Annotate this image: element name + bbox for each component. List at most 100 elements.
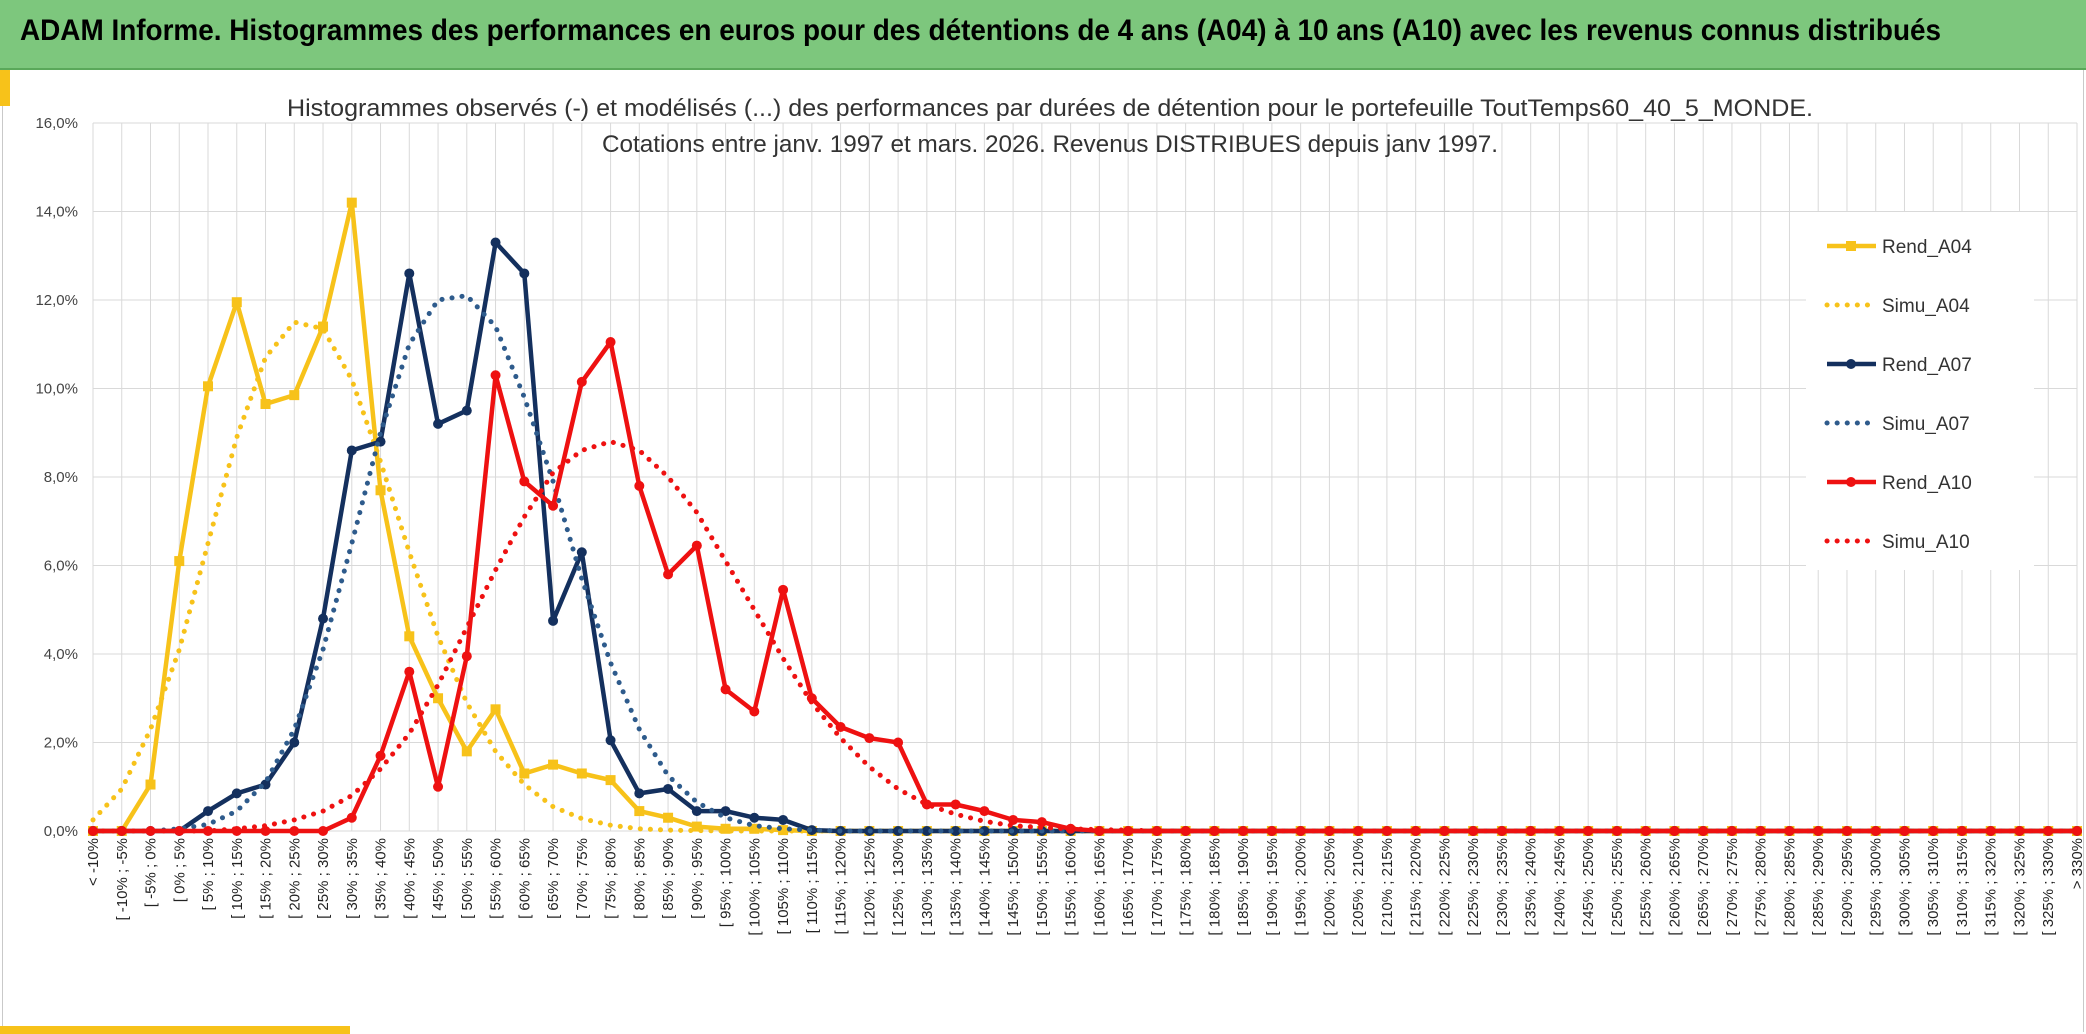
legend: Rend_A04 Simu_A04 Rend_A07 Simu_A07 Rend_A10…: [1824, 237, 1972, 553]
data-point: [461, 746, 472, 757]
x-tick-label: [ 105% ; 110%: [775, 838, 792, 934]
data-point: [1353, 826, 1364, 836]
data-point: [749, 823, 760, 834]
legend-marker: [1846, 359, 1856, 369]
data-point: [691, 821, 702, 832]
chart-title-line-1: Histogrammes observés (-) et modélisés (…: [287, 95, 1813, 122]
x-tick-label: [ 190% ; 195%: [1264, 838, 1281, 936]
x-tick-label: [ 325% ; 330%: [2040, 838, 2057, 936]
legend-label: Simu_A04: [1882, 296, 1970, 317]
data-point: [1496, 826, 1507, 836]
data-point: [605, 337, 616, 348]
accent-bar-bottom: [0, 1026, 350, 1034]
y-tick-label: 4,0%: [44, 646, 78, 663]
data-point: [749, 706, 760, 717]
legend-background: [1806, 212, 2034, 570]
legend-item-simu-a07: Simu_A07: [1824, 414, 1970, 435]
x-tick-label: [ 235% ; 240%: [1523, 838, 1540, 936]
data-point: [375, 485, 386, 496]
data-point: [145, 826, 156, 836]
series-line-rend-a10: [93, 339, 2077, 834]
accent-bar-top: [0, 70, 10, 106]
data-point: [203, 381, 214, 392]
data-point: [576, 376, 587, 387]
legend-item-rend-a07: Rend_A07: [1827, 355, 1972, 376]
x-tick-label: [ 80% ; 85%: [631, 838, 648, 919]
data-point: [203, 806, 214, 817]
x-tick-label: > 330%: [2069, 838, 2086, 889]
data-point: [231, 297, 242, 308]
x-tick-label: [ 175% ; 180%: [1178, 838, 1195, 936]
data-point: [490, 370, 501, 381]
data-point: [346, 812, 357, 823]
data-point: [548, 615, 559, 626]
x-tick-label: [ 200% ; 205%: [1321, 838, 1338, 936]
data-point: [720, 823, 731, 834]
x-tick-label: [ 305% ; 310%: [1925, 838, 1942, 936]
x-tick-label: [ 85% ; 90%: [660, 838, 677, 919]
data-point: [519, 476, 530, 487]
data-point: [576, 768, 587, 779]
data-point: [634, 806, 645, 817]
data-point: [490, 704, 501, 715]
x-tick-label: [ 205% ; 210%: [1350, 838, 1367, 936]
x-tick-label: [ 220% ; 225%: [1436, 838, 1453, 936]
data-point: [404, 666, 415, 677]
data-point: [260, 826, 271, 836]
data-point: [231, 788, 242, 799]
x-tick-label: [ 135% ; 140%: [948, 838, 965, 936]
data-point: [1928, 826, 1939, 836]
x-tick-label: [ 225% ; 230%: [1465, 838, 1482, 936]
data-point: [691, 540, 702, 551]
data-point: [433, 781, 444, 792]
x-tick-label: [ 115% ; 120%: [833, 838, 850, 934]
x-tick-label: [ 10% ; 15%: [229, 838, 246, 919]
grid: [92, 122, 2078, 832]
x-tick-label: [ 285% ; 290%: [1810, 838, 1827, 936]
chart-title-line-2: Cotations entre janv. 1997 et mars. 2026…: [602, 131, 1498, 158]
y-tick-label: 0,0%: [44, 823, 78, 840]
data-point: [1324, 826, 1335, 836]
series-line-rend-a04: [93, 200, 2077, 834]
data-point: [634, 788, 645, 799]
data-point: [1381, 826, 1392, 836]
x-tick-label: [ 260% ; 265%: [1666, 838, 1683, 936]
x-tick-label: [ 270% ; 275%: [1724, 838, 1741, 936]
data-point: [174, 556, 185, 567]
data-point: [749, 812, 760, 823]
x-tick-label: [ 210% ; 215%: [1379, 838, 1396, 936]
data-point: [404, 631, 415, 642]
series-line-simu-a10: [90, 439, 2080, 834]
data-point: [318, 613, 329, 624]
x-tick-label: [ 310% ; 315%: [1954, 838, 1971, 936]
data-point: [548, 759, 559, 770]
x-tick-label: [ 50% ; 55%: [459, 838, 476, 919]
x-tick-label: [ 155% ; 160%: [1063, 838, 1080, 936]
series-layer: [88, 197, 2082, 836]
x-tick-label: [ 280% ; 285%: [1781, 838, 1798, 936]
data-point: [174, 826, 185, 836]
y-tick-label: 2,0%: [44, 735, 78, 752]
data-point: [318, 826, 329, 836]
data-point: [605, 735, 616, 746]
data-point: [979, 806, 990, 817]
data-point: [461, 405, 472, 416]
x-tick-label: [ 290% ; 295%: [1839, 838, 1856, 936]
data-point: [548, 500, 559, 511]
data-point: [1755, 826, 1766, 836]
data-point: [203, 826, 214, 836]
x-tick-label: [ 295% ; 300%: [1868, 838, 1885, 936]
x-tick-label: [ -5% ; 0%: [143, 838, 160, 907]
x-tick-label: [ 65% ; 70%: [545, 838, 562, 919]
x-tick-label: [ 110% ; 115%: [804, 838, 821, 933]
data-point: [433, 418, 444, 429]
x-tick-label: [ 265% ; 270%: [1695, 838, 1712, 936]
x-tick-label: [ 300% ; 305%: [1896, 838, 1913, 936]
series-rend-a07: [88, 237, 2082, 836]
series-simu-a10: [90, 439, 2080, 834]
x-tick-label: [ 255% ; 260%: [1638, 838, 1655, 936]
y-tick-label: 6,0%: [44, 558, 78, 575]
data-point: [893, 737, 904, 748]
data-point: [289, 737, 300, 748]
data-point: [1525, 826, 1536, 836]
